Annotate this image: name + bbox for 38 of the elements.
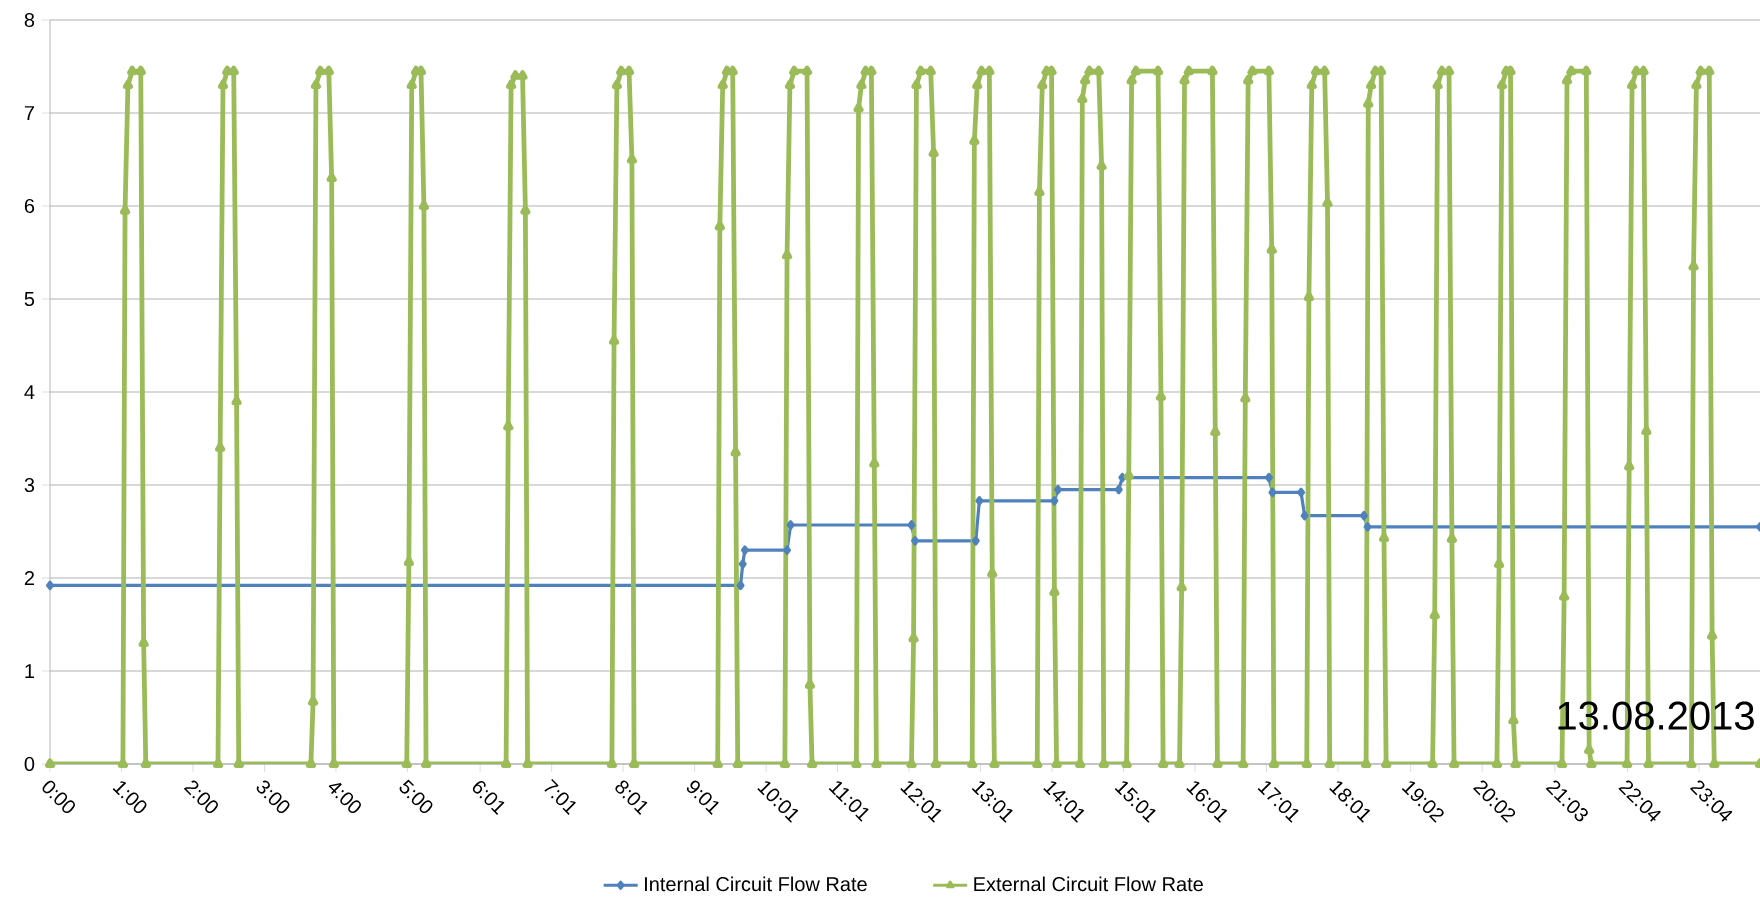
legend-label: Internal Circuit Flow Rate xyxy=(645,876,867,892)
point xyxy=(1264,472,1273,483)
y-tick-label: 5 xyxy=(24,292,35,306)
y-tick-label: 4 xyxy=(24,385,35,399)
point xyxy=(738,559,747,569)
point xyxy=(1268,487,1277,498)
point xyxy=(975,496,984,506)
point xyxy=(1300,510,1309,521)
point xyxy=(1297,487,1306,498)
x-tick-label: 4:00 xyxy=(328,783,361,814)
x-tick-label: 5:00 xyxy=(399,779,433,814)
x-tick-label: 6:01 xyxy=(472,781,505,815)
point xyxy=(911,536,920,546)
x-tick-label: 1:00 xyxy=(112,781,147,814)
y-tick-label: 0 xyxy=(24,756,35,772)
point xyxy=(1114,484,1123,495)
y-tick-label: 8 xyxy=(24,12,35,28)
x-tick-label: 3:00 xyxy=(256,780,290,814)
y-tick-label: 3 xyxy=(24,477,35,493)
point xyxy=(46,580,54,591)
point xyxy=(1359,510,1368,521)
point xyxy=(786,520,795,530)
point xyxy=(1363,522,1372,532)
y-tick-label: 1 xyxy=(25,664,35,678)
legend-label: External Circuit Flow Rate xyxy=(974,876,1203,892)
point xyxy=(1054,484,1062,495)
point xyxy=(740,545,749,555)
x-tick-label: 2:00 xyxy=(183,780,218,814)
y-tick-label: 6 xyxy=(24,198,35,214)
y-tick-label: 7 xyxy=(24,106,34,120)
point xyxy=(736,580,745,591)
x-tick-label: 0:00 xyxy=(42,780,75,814)
point xyxy=(971,536,980,546)
point xyxy=(1118,472,1127,483)
point xyxy=(1050,496,1059,506)
point xyxy=(907,520,916,530)
y-tick-label: 2 xyxy=(24,571,34,585)
point xyxy=(783,545,792,555)
